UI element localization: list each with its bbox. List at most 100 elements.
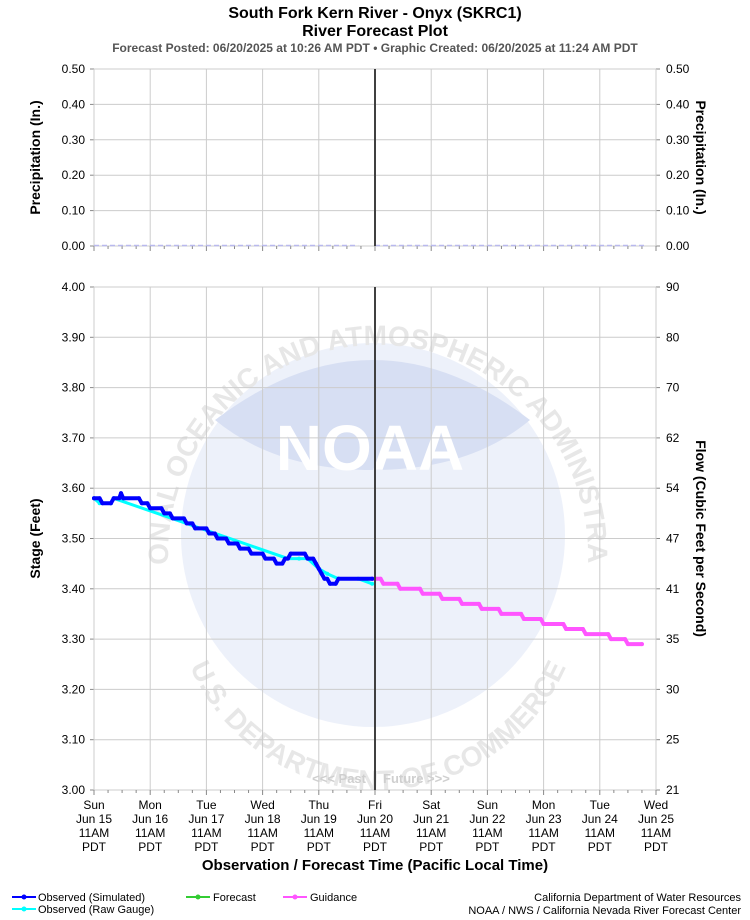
point-guidance bbox=[583, 632, 588, 637]
point-guidance bbox=[541, 622, 546, 626]
precip-ylabel-right: Precipitation (In.) bbox=[693, 100, 709, 214]
point-observed-simulated bbox=[184, 521, 189, 526]
point-observed-simulated bbox=[121, 496, 126, 501]
stage-ytick-label: 3.40 bbox=[62, 582, 86, 596]
x-tick-day: Mon bbox=[532, 798, 555, 812]
legend-observed-raw: Observed (Raw Gauge) bbox=[12, 904, 154, 916]
x-tick-tz: PDT bbox=[363, 840, 388, 854]
chart-title: South Fork Kern River - Onyx (SKRC1) bbox=[228, 5, 521, 22]
x-tick-date: Jun 17 bbox=[188, 812, 224, 826]
x-tick-day: Wed bbox=[644, 798, 668, 812]
point-observed-simulated bbox=[370, 576, 375, 581]
precip-y2tick-label: 0.30 bbox=[666, 133, 690, 147]
x-tick-day: Sun bbox=[83, 798, 104, 812]
point-observed-simulated bbox=[246, 546, 251, 551]
stage-ytick-label: 3.20 bbox=[62, 682, 86, 696]
watermark-logo-text: NOAA bbox=[276, 412, 464, 484]
point-guidance bbox=[460, 601, 465, 606]
stage-ytick-label: 3.80 bbox=[62, 381, 86, 395]
x-tick-day: Sat bbox=[422, 798, 441, 812]
point-observed-simulated bbox=[322, 576, 327, 581]
stage-y2tick-label: 30 bbox=[666, 682, 680, 696]
point-observed-simulated bbox=[145, 501, 150, 506]
x-tick-date: Jun 20 bbox=[357, 812, 393, 826]
stage-y2tick-label: 80 bbox=[666, 330, 680, 344]
x-tick-tz: PDT bbox=[475, 840, 500, 854]
point-observed-simulated bbox=[190, 521, 195, 526]
point-observed-simulated bbox=[117, 496, 122, 501]
point-observed-simulated bbox=[274, 561, 279, 566]
legend-guidance: Guidance bbox=[283, 892, 357, 904]
x-tick-day: Wed bbox=[250, 798, 274, 812]
credit-dwr: California Department of Water Resources bbox=[534, 892, 741, 904]
point-observed-simulated bbox=[325, 576, 330, 581]
point-guidance bbox=[625, 642, 630, 647]
stage-ytick-label: 3.30 bbox=[62, 632, 86, 646]
point-observed-simulated bbox=[328, 581, 332, 586]
point-observed-simulated bbox=[238, 546, 243, 551]
point-observed-simulated bbox=[159, 506, 164, 511]
point-observed-raw-gauge bbox=[325, 571, 330, 576]
series-guidance bbox=[370, 576, 644, 647]
x-tick-tz: PDT bbox=[532, 840, 557, 854]
x-tick-date: Jun 18 bbox=[245, 812, 281, 826]
point-observed-simulated bbox=[215, 536, 220, 541]
point-observed-simulated bbox=[285, 556, 290, 561]
stage-panel: 3.00 21 3.10 25 3.20 30 3.30 35 3.40 41 3.50 47 3.60… bbox=[27, 280, 709, 854]
point-guidance bbox=[519, 611, 524, 616]
point-guidance bbox=[639, 642, 644, 647]
x-tick-day: Tue bbox=[196, 798, 217, 812]
point-guidance bbox=[420, 591, 425, 596]
x-tick-day: Tue bbox=[590, 798, 611, 812]
point-observed-simulated bbox=[336, 576, 341, 581]
point-guidance bbox=[521, 617, 526, 621]
point-observed-simulated bbox=[263, 556, 268, 561]
point-guidance bbox=[564, 627, 569, 631]
x-tick-time: 11AM bbox=[304, 826, 334, 840]
x-tick-time: 11AM bbox=[247, 826, 277, 840]
point-observed-simulated bbox=[92, 496, 96, 501]
point-guidance bbox=[395, 581, 400, 586]
x-tick-time: 11AM bbox=[585, 826, 615, 840]
point-observed-simulated bbox=[305, 556, 310, 561]
legend-observed-simulated-label: Observed (Simulated) bbox=[38, 892, 145, 904]
stage-y2tick-label: 54 bbox=[666, 481, 680, 495]
x-tick-tz: PDT bbox=[194, 840, 219, 854]
x-tick-time: 11AM bbox=[360, 826, 390, 840]
precipitation-panel: 0.00 0.00 0.10 0.10 0.20 0.20 0.30 0.30 0.40 0.40… bbox=[27, 62, 709, 253]
point-observed-simulated bbox=[170, 516, 175, 521]
point-observed-simulated bbox=[319, 571, 324, 576]
point-guidance bbox=[418, 586, 422, 591]
point-guidance bbox=[609, 637, 613, 642]
stage-y2tick-label: 21 bbox=[666, 783, 680, 797]
point-guidance bbox=[561, 622, 566, 626]
point-observed-simulated bbox=[108, 501, 113, 506]
point-observed-simulated bbox=[224, 536, 229, 541]
stage-y2tick-label: 41 bbox=[666, 582, 680, 596]
point-observed-simulated bbox=[288, 551, 293, 556]
point-guidance bbox=[437, 591, 442, 596]
x-axis-title: Observation / Forecast Time (Pacific Loc… bbox=[202, 857, 548, 874]
point-observed-simulated bbox=[333, 581, 338, 586]
point-observed-simulated bbox=[181, 516, 186, 521]
x-tick-tz: PDT bbox=[82, 840, 107, 854]
point-observed-raw-gauge bbox=[370, 581, 375, 586]
stage-y2tick-label: 25 bbox=[666, 733, 680, 747]
point-observed-simulated bbox=[249, 551, 254, 556]
legend-forecast-label: Forecast bbox=[213, 892, 256, 904]
precip-ytick-label: 0.30 bbox=[62, 133, 86, 147]
credit-cnrfc: NOAA / NWS / California Nevada River For… bbox=[468, 905, 741, 917]
posted-line: Forecast Posted: 06/20/2025 at 10:26 AM … bbox=[112, 41, 638, 55]
noaa-watermark: NOAA NATIONAL OCEANIC AND ATMOSPHERIC AD… bbox=[0, 0, 613, 796]
legend-forecast: Forecast bbox=[186, 892, 256, 904]
point-observed-simulated bbox=[226, 541, 231, 546]
x-tick-tz: PDT bbox=[588, 840, 613, 854]
stage-ytick-label: 3.70 bbox=[62, 431, 86, 445]
x-tick-date: Jun 23 bbox=[526, 812, 562, 826]
point-observed-simulated bbox=[100, 501, 105, 506]
precip-ytick-label: 0.00 bbox=[62, 239, 86, 253]
